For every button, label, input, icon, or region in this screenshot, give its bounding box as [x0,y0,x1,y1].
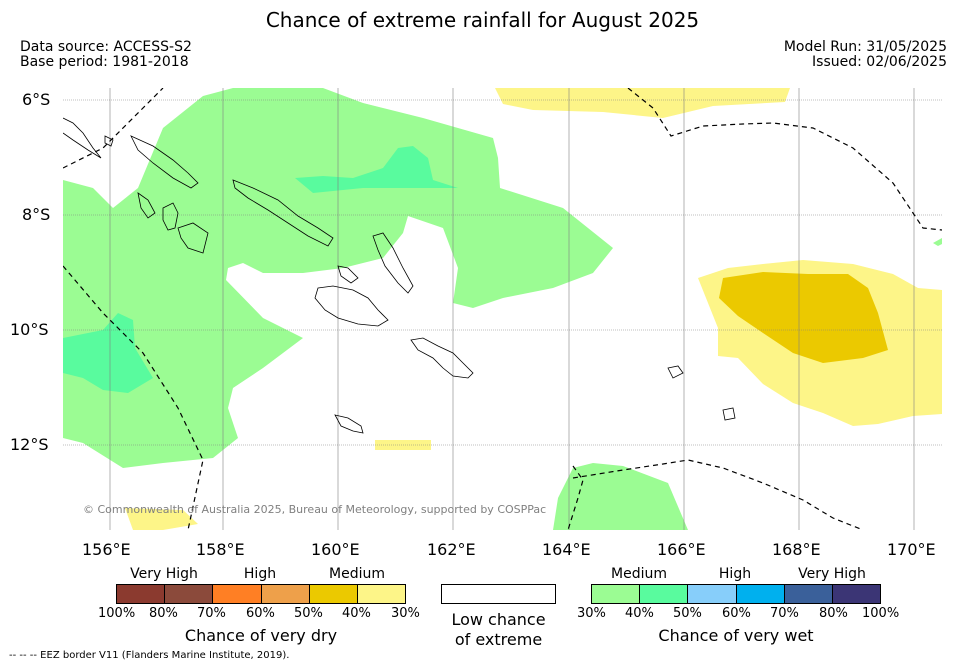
dry-colorbar [116,584,406,604]
dry-swatch-50-60 [261,585,310,603]
dry-category-very-high: Very High [130,566,198,582]
wet-medium-region [63,146,458,393]
eez-footnote: -- -- -- EEZ border V11 (Flanders Marine… [9,650,290,661]
wet-category-high: High [718,566,752,582]
lon-label-170e: 170°E [887,540,936,559]
dry-swatch-30-40 [357,585,406,603]
copyright-notice: © Commonwealth of Australia 2025, Bureau… [83,503,547,516]
low-chance-swatch [441,584,556,604]
low-chance-label-line1: Low chance [451,610,546,629]
lon-label-168e: 168°E [772,540,821,559]
wet-legend: Medium High Very High 30% 40% 50% 60% 70… [577,566,899,645]
lon-label-156e: 156°E [82,540,131,559]
eez-borders [63,88,942,530]
wet-tick: 30% [577,606,606,621]
dry-tick: 50% [294,606,323,621]
wet-tick: 50% [673,606,702,621]
wet-swatch-50-60 [688,585,737,603]
dry-swatch-60-70 [213,585,262,603]
dry-legend: Very High High Medium 100% 80% 70% 60% 5… [98,566,420,645]
wet-tick: 60% [722,606,751,621]
wet-colorbar [591,584,881,604]
wet-swatch-60-70 [736,585,785,603]
dry-tick: 100% [98,606,136,621]
rainfall-map [63,88,942,530]
dry-medium-region [719,272,888,363]
wet-tick: 70% [770,606,799,621]
wet-swatch-80-100 [832,585,881,603]
dry-tick: 80% [149,606,178,621]
lat-label-6s: 6°S [22,90,51,109]
dry-swatch-70-80 [165,585,214,603]
low-chance-label-line2: of extreme [454,630,543,649]
data-source-label: Data source: ACCESS-S2 [20,39,192,55]
lon-label-166e: 166°E [657,540,706,559]
lon-label-164e: 164°E [542,540,591,559]
wet-medium-light-region [63,88,942,530]
dry-legend-title: Chance of very dry [184,626,338,645]
dry-swatch-80-100 [117,585,166,603]
model-run-label: Model Run: 31/05/2025 [783,39,947,55]
low-chance-legend: Low chance of extreme [441,584,556,650]
lon-label-158e: 158°E [196,540,245,559]
base-period-label: Base period: 1981-2018 [20,54,189,70]
dry-category-high: High [243,566,277,582]
dry-tick: 40% [342,606,371,621]
wet-tick: 80% [819,606,848,621]
lat-label-8s: 8°S [22,205,51,224]
wet-swatch-30-40 [592,585,641,603]
dry-category-medium: Medium [329,566,385,582]
coastlines [63,117,736,434]
lon-label-162e: 162°E [427,540,476,559]
wet-swatch-70-80 [784,585,833,603]
issued-label: Issued: 02/06/2025 [812,54,947,70]
wet-category-very-high: Very High [798,566,866,582]
chart-title: Chance of extreme rainfall for August 20… [265,8,700,32]
wet-tick: 40% [625,606,654,621]
wet-category-medium: Medium [611,566,667,582]
dry-tick: 60% [246,606,275,621]
lat-label-10s: 10°S [10,320,49,339]
lat-label-12s: 12°S [10,435,49,454]
wet-tick: 100% [862,606,900,621]
wet-legend-title: Chance of very wet [658,626,814,645]
lon-label-160e: 160°E [311,540,360,559]
dry-tick: 70% [197,606,226,621]
dry-tick: 30% [391,606,420,621]
dry-swatch-40-50 [309,585,358,603]
wet-swatch-40-50 [640,585,689,603]
graticule [63,88,942,530]
